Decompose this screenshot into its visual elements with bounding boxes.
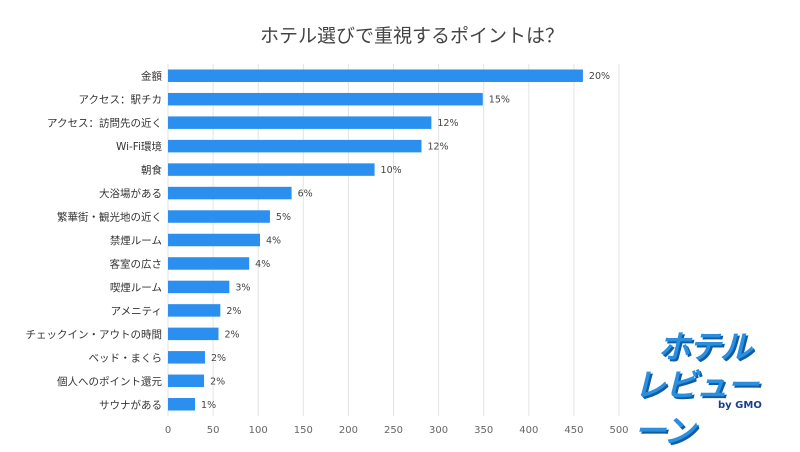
bar: [168, 139, 422, 153]
data-label: 5%: [276, 212, 291, 223]
data-label: 10%: [381, 165, 402, 176]
bar: [168, 233, 261, 247]
bar: [168, 327, 219, 341]
hotel-review-logo: ホテル レビューーン by GMO: [628, 320, 778, 450]
x-tick-label: 450: [564, 425, 583, 436]
category-label: 繁華街・観光地の近く: [57, 211, 162, 224]
category-label: アクセス：訪問先の近く: [47, 117, 162, 130]
data-label: 6%: [298, 189, 313, 200]
bar: [168, 304, 221, 317]
bar: [168, 398, 196, 411]
data-label: 2%: [225, 329, 240, 340]
bar: [168, 280, 230, 294]
logo-line-2: レビューーン: [634, 366, 759, 450]
category-label: 個人へのポイント還元: [57, 375, 162, 388]
category-label: 禁煙ルーム: [110, 235, 162, 247]
bar: [168, 351, 205, 364]
data-label: 4%: [266, 236, 281, 247]
category-label: ベッド・まくら: [89, 352, 163, 364]
data-label: 2%: [210, 376, 225, 387]
category-label: アクセス：駅チカ: [79, 94, 162, 106]
chart-title: ホテル選びで重視するポイントは？: [260, 25, 564, 47]
data-label: 2%: [211, 353, 226, 364]
bar: [168, 116, 432, 129]
data-label: 4%: [255, 259, 270, 270]
category-label: チェックイン・アウトの時間: [26, 329, 163, 341]
data-label: 3%: [235, 282, 250, 293]
category-label: 喫煙ルーム: [110, 282, 162, 294]
category-label: 客室の広さ: [110, 257, 163, 270]
category-label: 金額: [141, 70, 162, 83]
data-label: 12%: [437, 118, 458, 129]
bar: [168, 186, 292, 200]
x-tick-label: 0: [165, 425, 171, 436]
x-tick-label: 250: [384, 425, 403, 436]
category-label: Wi-Fi環境: [116, 140, 162, 153]
data-label: 1%: [201, 400, 216, 411]
data-label: 2%: [226, 306, 241, 317]
data-label: 20%: [589, 71, 610, 82]
logo-line-1: ホテル: [658, 328, 752, 366]
category-label: アメニティ: [111, 305, 162, 317]
x-tick-label: 400: [519, 425, 538, 436]
x-tick-label: 150: [294, 425, 313, 436]
data-label: 12%: [427, 142, 448, 153]
bar: [168, 257, 250, 270]
x-tick-label: 500: [609, 425, 628, 436]
bar: [168, 92, 483, 106]
bar: [168, 69, 583, 82]
bar: [168, 163, 375, 176]
category-label: 大浴場がある: [99, 187, 162, 200]
x-tick-label: 50: [207, 425, 220, 436]
x-tick-label: 100: [249, 425, 268, 436]
x-tick-label: 300: [429, 425, 448, 436]
x-tick-label: 200: [339, 425, 358, 436]
data-label: 15%: [489, 95, 510, 106]
bar: [168, 210, 270, 223]
logo-by-gmo: by GMO: [718, 400, 762, 411]
category-label: 朝食: [141, 164, 162, 177]
x-tick-label: 350: [474, 425, 493, 436]
bar: [168, 374, 205, 388]
category-label: サウナがある: [99, 398, 162, 411]
